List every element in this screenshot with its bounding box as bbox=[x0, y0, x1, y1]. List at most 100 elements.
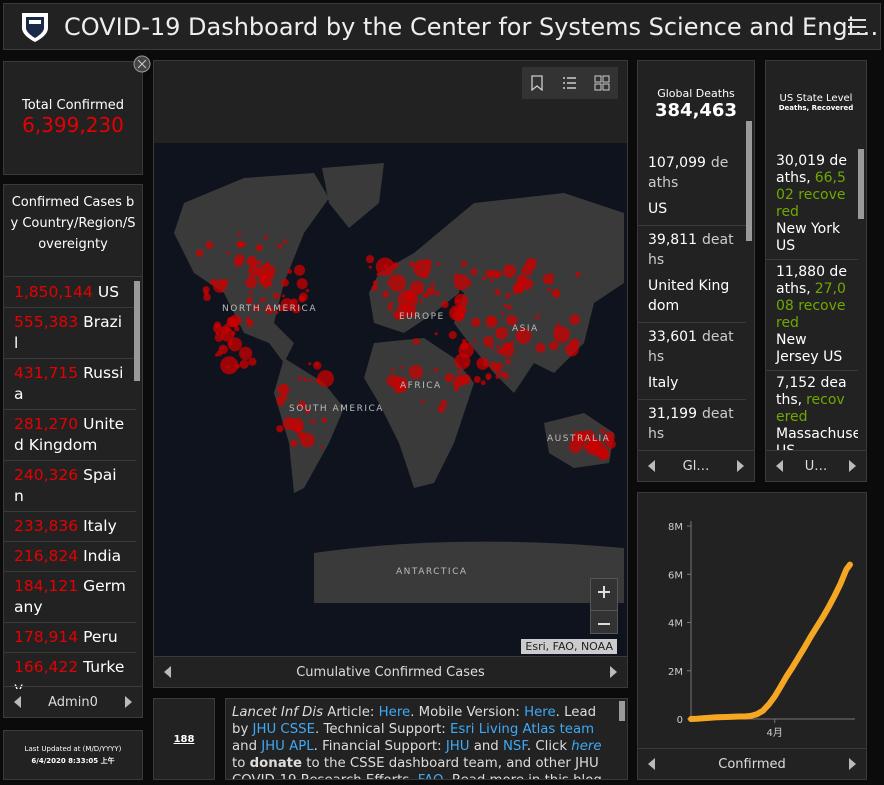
legend-button[interactable] bbox=[561, 75, 577, 91]
case-marker bbox=[404, 305, 417, 318]
country-name: India bbox=[83, 547, 122, 565]
case-marker bbox=[408, 364, 424, 380]
country-item[interactable]: 431,715 Russia bbox=[4, 359, 136, 410]
country-item[interactable]: 233,836 Italy bbox=[4, 512, 136, 542]
case-marker bbox=[234, 326, 240, 332]
death-place: Italy bbox=[648, 375, 679, 391]
link[interactable]: Here bbox=[378, 705, 411, 720]
bookmark-button[interactable] bbox=[530, 75, 544, 91]
next[interactable] bbox=[610, 666, 617, 678]
next[interactable] bbox=[125, 696, 132, 708]
case-marker bbox=[454, 375, 466, 387]
state-item[interactable]: 7,152 deaths,recoveredMassachusetts US bbox=[766, 371, 858, 451]
link[interactable]: Here bbox=[524, 705, 556, 720]
death-item[interactable]: 107,099 deaths US bbox=[638, 149, 746, 226]
country-list-footer: Admin0 bbox=[4, 686, 142, 717]
prev[interactable] bbox=[164, 666, 171, 678]
death-item[interactable]: 33,601 deaths Italy bbox=[638, 323, 746, 400]
next[interactable] bbox=[849, 460, 856, 472]
link[interactable]: NSF bbox=[502, 739, 527, 754]
link[interactable]: here bbox=[571, 739, 602, 754]
death-unit: deaths bbox=[648, 155, 729, 191]
country-item[interactable]: 216,824 India bbox=[4, 542, 136, 572]
line bbox=[688, 561, 853, 722]
case-marker bbox=[505, 358, 512, 365]
case-marker bbox=[238, 346, 253, 361]
case-marker bbox=[290, 439, 298, 448]
footer-label: Gl… bbox=[682, 458, 710, 474]
prev[interactable] bbox=[14, 696, 21, 708]
scrollbar bbox=[134, 281, 140, 381]
case-marker bbox=[550, 273, 554, 277]
case-marker bbox=[453, 274, 470, 291]
prev[interactable] bbox=[776, 460, 783, 472]
country-item[interactable]: 178,914 Peru bbox=[4, 623, 136, 653]
case-marker bbox=[213, 321, 222, 329]
zoom-out[interactable] bbox=[591, 610, 617, 638]
case-marker bbox=[291, 304, 301, 314]
case-marker bbox=[290, 298, 298, 306]
next[interactable] bbox=[737, 460, 744, 472]
case-marker bbox=[368, 265, 372, 269]
case-marker bbox=[441, 300, 449, 309]
case-marker bbox=[434, 290, 440, 296]
zoom-in[interactable] bbox=[591, 579, 617, 606]
subtitle: Deaths, Recovered bbox=[778, 104, 854, 112]
state-recovered: recovered bbox=[776, 392, 845, 425]
case-marker bbox=[437, 405, 446, 413]
case-marker bbox=[203, 293, 211, 302]
country-item[interactable]: 184,121 Germany bbox=[4, 572, 136, 623]
case-marker bbox=[393, 376, 408, 391]
case-marker bbox=[434, 368, 439, 372]
case-marker bbox=[272, 292, 280, 300]
link[interactable]: JHU CSSE bbox=[252, 722, 315, 737]
text: . Click bbox=[526, 739, 572, 754]
case-marker bbox=[298, 400, 306, 409]
country-items: 1,850,144 US 555,383 Brazil 431,715 Russia 281… bbox=[4, 278, 136, 689]
map-panel: NORTH AMERICA EUROPE ASIA AFRICA SOUTH AMERI… bbox=[153, 60, 628, 688]
case-marker bbox=[248, 357, 257, 366]
case-marker bbox=[454, 293, 469, 308]
case-marker bbox=[287, 269, 293, 274]
last-updated: Last Updated at (M/D/YYYY) 6/4/2020 8:33… bbox=[3, 730, 143, 780]
case-marker bbox=[391, 367, 395, 371]
case-marker bbox=[470, 268, 478, 276]
link[interactable]: JHU bbox=[445, 739, 470, 754]
prev[interactable] bbox=[648, 758, 655, 770]
case-marker bbox=[392, 262, 399, 269]
expand-button[interactable] bbox=[133, 55, 151, 73]
case-marker bbox=[284, 386, 288, 390]
menu-button[interactable] bbox=[846, 17, 868, 37]
death-item[interactable]: 31,199deathsBrazil bbox=[638, 400, 746, 451]
case-marker bbox=[553, 288, 558, 293]
case-marker bbox=[264, 305, 274, 315]
case-marker bbox=[564, 342, 579, 357]
country-item[interactable]: 281,270 United Kingdom bbox=[4, 410, 136, 461]
footer-label: Cumulative Confirmed Cases bbox=[296, 664, 485, 680]
state-item[interactable]: 11,880 deaths, 27,008 recovered New Jersey… bbox=[766, 260, 858, 371]
country-name: Turkey bbox=[14, 658, 125, 689]
case-marker bbox=[387, 305, 393, 311]
case-marker bbox=[501, 312, 505, 316]
case-marker bbox=[483, 336, 494, 347]
case-marker bbox=[503, 303, 508, 308]
chart-panel: 0 2M 4M 6M 8M 4月 Confirmed bbox=[637, 492, 867, 780]
next[interactable] bbox=[849, 758, 856, 770]
country-item[interactable]: 555,383 Brazil bbox=[4, 308, 136, 359]
country-item[interactable]: 1,850,144 US bbox=[4, 278, 136, 308]
prev[interactable] bbox=[648, 460, 655, 472]
death-item[interactable]: 39,811 deaths United Kingdom bbox=[638, 226, 746, 323]
case-marker bbox=[283, 239, 287, 244]
case-marker bbox=[413, 259, 432, 278]
link[interactable]: FAQ bbox=[418, 773, 444, 779]
country-item[interactable]: 166,422 Turkey bbox=[4, 653, 136, 689]
country-item[interactable]: 240,326 Spain bbox=[4, 461, 136, 512]
link[interactable]: JHU APL bbox=[261, 739, 314, 754]
link[interactable]: Esri Living Atlas team bbox=[450, 722, 595, 737]
state-item[interactable]: 30,019 deaths, 66,502 recovered New York U… bbox=[766, 149, 858, 260]
basemap-button[interactable] bbox=[594, 75, 610, 91]
case-marker bbox=[304, 408, 311, 414]
case-marker bbox=[297, 376, 302, 381]
case-marker bbox=[394, 310, 405, 321]
case-marker bbox=[440, 399, 448, 407]
